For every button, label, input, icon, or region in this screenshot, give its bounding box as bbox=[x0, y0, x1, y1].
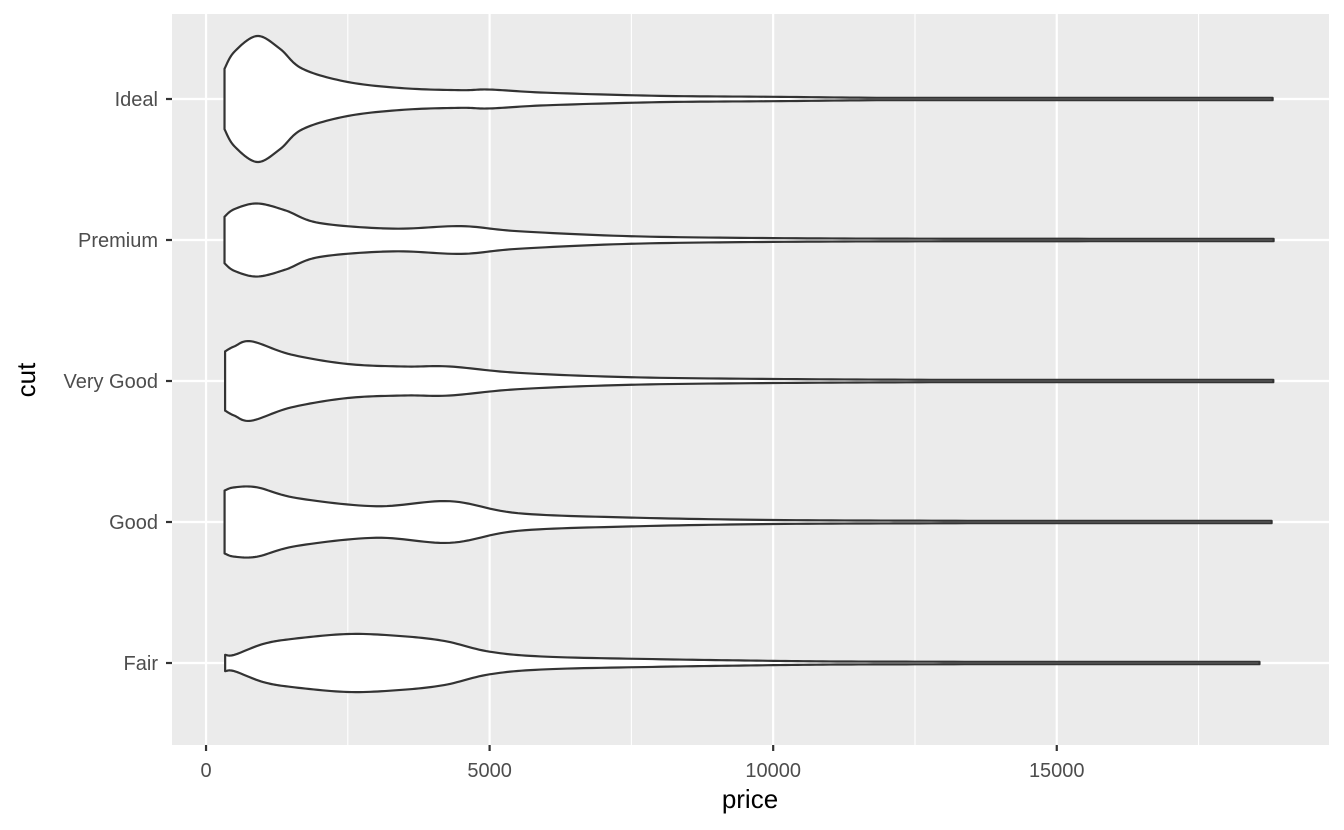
y-tick-label: Fair bbox=[124, 653, 159, 675]
y-tick-label: Very Good bbox=[63, 371, 158, 393]
y-axis-title: cut bbox=[11, 362, 41, 397]
x-axis-title: price bbox=[722, 784, 778, 814]
violin-ideal bbox=[223, 34, 1274, 164]
x-tick-label: 0 bbox=[200, 760, 211, 782]
x-tick-label: 15000 bbox=[1029, 760, 1085, 782]
x-tick-label: 10000 bbox=[745, 760, 801, 782]
x-tick-label: 5000 bbox=[467, 760, 512, 782]
violin-very-good bbox=[223, 339, 1275, 423]
y-tick-label: Good bbox=[109, 512, 158, 534]
x-axis: 0 5000 10000 15000 bbox=[200, 745, 1085, 782]
violin-good bbox=[223, 485, 1273, 559]
y-axis: Ideal Premium Very Good Good Fair bbox=[63, 89, 172, 675]
y-tick-label: Premium bbox=[78, 230, 158, 252]
violin-fair bbox=[224, 632, 1261, 694]
violins bbox=[223, 34, 1275, 694]
violin-premium bbox=[223, 202, 1275, 278]
y-tick-label: Ideal bbox=[115, 89, 158, 111]
